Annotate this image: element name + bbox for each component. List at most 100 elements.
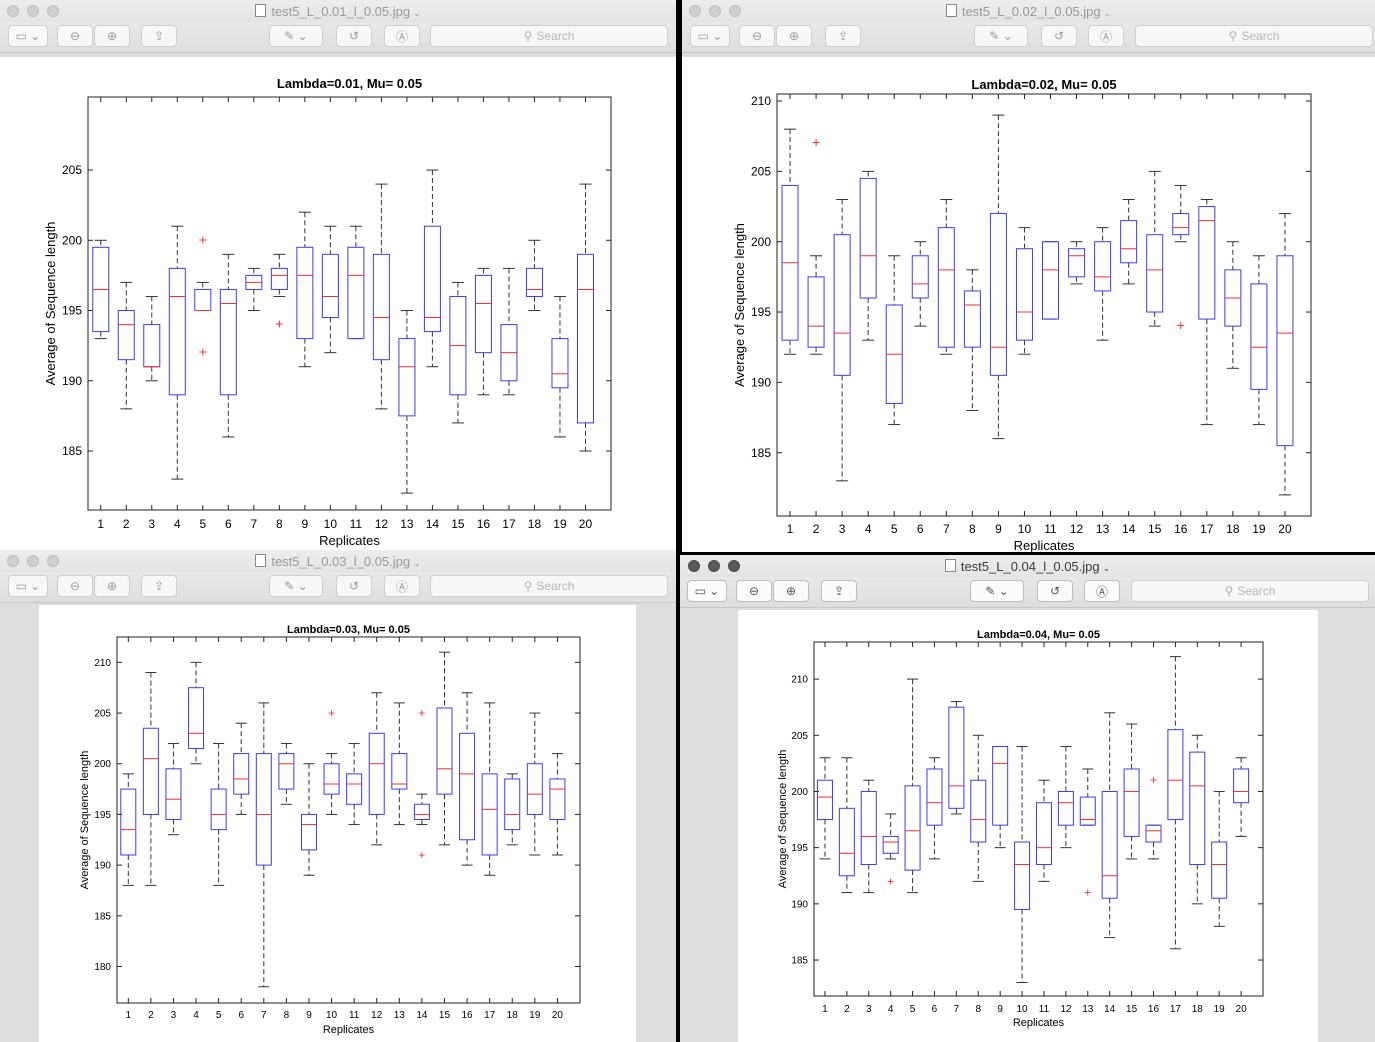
- x-tick-label: 9: [995, 522, 1002, 536]
- sidebar-button[interactable]: ▭ ⌄: [8, 25, 48, 47]
- chart-title: Lambda=0.03, Mu= 0.05: [287, 624, 410, 636]
- y-tick-label: 200: [751, 235, 771, 249]
- search-field[interactable]: ⚲ Search: [1131, 580, 1369, 602]
- box: [948, 706, 965, 809]
- search-field[interactable]: ⚲ Search: [430, 25, 668, 47]
- x-tick-label: 20: [579, 517, 593, 531]
- share-button[interactable]: ⇪: [141, 575, 177, 597]
- y-axis-label: Average of Sequence length: [43, 222, 58, 386]
- zoom-in-button[interactable]: ⊕: [776, 25, 812, 47]
- title-bar[interactable]: test5_L_0.01_l_0.05.jpg ⌄: [0, 0, 676, 22]
- x-tick-label: 18: [1226, 522, 1240, 536]
- search-field[interactable]: ⚲ Search: [1135, 25, 1373, 47]
- annotate-button[interactable]: Ⓐ: [1084, 580, 1120, 602]
- markup-button[interactable]: ✎ ⌄: [269, 25, 323, 47]
- window-title[interactable]: test5_L_0.02_l_0.05.jpg ⌄: [682, 4, 1375, 19]
- sidebar-button[interactable]: ▭ ⌄: [690, 25, 730, 47]
- image-viewport[interactable]: Lambda=0.03, Mu= 0.05 Replicates Average o…: [0, 605, 676, 1042]
- zoom-window-button[interactable]: [729, 5, 741, 17]
- y-axis-label: Average of Sequence length: [79, 751, 91, 890]
- x-tick-label: 16: [462, 1010, 474, 1021]
- search-placeholder: Search: [1237, 584, 1276, 598]
- image-canvas: Lambda=0.01, Mu= 0.05 Replicates Average o…: [0, 57, 676, 550]
- share-icon: ⇪: [837, 29, 849, 43]
- markup-button[interactable]: ✎ ⌄: [974, 25, 1028, 47]
- chevron-down-icon[interactable]: ⌄: [1103, 8, 1112, 18]
- x-tick-label: 11: [350, 517, 363, 531]
- close-window-button[interactable]: [689, 5, 701, 17]
- box: [1172, 213, 1190, 236]
- preview-window-1[interactable]: test5_L_0.01_l_0.05.jpg ⌄ ▭ ⌄ ⊖ ⊕ ⇪ ✎ ⌄ ↺…: [0, 0, 676, 550]
- preview-window-2[interactable]: test5_L_0.02_l_0.05.jpg ⌄ ▭ ⌄ ⊖ ⊕ ⇪ ✎ ⌄ ↺…: [682, 0, 1375, 552]
- zoom-window-button[interactable]: [47, 5, 59, 17]
- zoom-window-button[interactable]: [728, 560, 740, 572]
- box: [481, 773, 498, 856]
- boxplot-chart: Lambda=0.04, Mu= 0.05 Replicates Average o…: [777, 629, 1264, 1029]
- zoom-in-button[interactable]: ⊕: [773, 580, 809, 602]
- zoom-window-button[interactable]: [47, 555, 59, 567]
- zoom-in-button[interactable]: ⊕: [94, 25, 130, 47]
- share-button[interactable]: ⇪: [821, 580, 857, 602]
- image-viewport[interactable]: Lambda=0.02, Mu= 0.05 Replicates Average o…: [682, 57, 1375, 552]
- preview-window-4[interactable]: test5_L_0.04_l_0.05.jpg ⌄ ▭ ⌄ ⊖ ⊕ ⇪ ✎ ⌄ ↺…: [680, 555, 1375, 1042]
- box: [347, 246, 365, 340]
- minimize-window-button[interactable]: [709, 5, 721, 17]
- zoom-out-button[interactable]: ⊖: [57, 575, 93, 597]
- sidebar-button[interactable]: ▭ ⌄: [8, 575, 48, 597]
- x-tick-label: 5: [216, 1010, 222, 1021]
- box: [882, 835, 899, 854]
- markup-button[interactable]: ✎ ⌄: [970, 580, 1024, 602]
- y-tick-label: 205: [751, 165, 771, 179]
- window-title[interactable]: test5_L_0.03_l_0.05.jpg ⌄: [0, 554, 676, 569]
- close-window-button[interactable]: [688, 560, 700, 572]
- chevron-down-icon[interactable]: ⌄: [413, 558, 421, 568]
- close-window-button[interactable]: [7, 5, 19, 17]
- box: [576, 253, 594, 424]
- image-viewport[interactable]: Lambda=0.01, Mu= 0.05 Replicates Average o…: [0, 57, 676, 550]
- x-tick-label: 4: [865, 522, 872, 536]
- box: [436, 707, 453, 795]
- rotate-button[interactable]: ↺: [1037, 580, 1073, 602]
- annotate-button[interactable]: Ⓐ: [384, 25, 420, 47]
- minimize-window-button[interactable]: [27, 5, 39, 17]
- box: [1101, 790, 1118, 899]
- x-tick-label: 4: [174, 517, 181, 531]
- image-viewport[interactable]: Lambda=0.04, Mu= 0.05 Replicates Average o…: [680, 610, 1375, 1042]
- zoom-out-button[interactable]: ⊖: [736, 580, 772, 602]
- sidebar-icon: ▭ ⌄: [697, 29, 723, 43]
- minimize-window-button[interactable]: [27, 555, 39, 567]
- close-window-button[interactable]: [7, 555, 19, 567]
- box: [1123, 768, 1140, 837]
- x-tick-label: 8: [276, 517, 283, 531]
- share-button[interactable]: ⇪: [141, 25, 177, 47]
- chevron-down-icon[interactable]: ⌄: [413, 8, 421, 18]
- annotate-button[interactable]: Ⓐ: [1088, 25, 1124, 47]
- search-field[interactable]: ⚲ Search: [430, 575, 668, 597]
- markup-button[interactable]: ✎ ⌄: [269, 575, 323, 597]
- y-tick-label: 190: [94, 861, 111, 872]
- outlier-marker: +: [418, 848, 425, 862]
- rotate-button[interactable]: ↺: [1041, 25, 1077, 47]
- zoom-out-button[interactable]: ⊖: [57, 25, 93, 47]
- window-title[interactable]: test5_L_0.01_l_0.05.jpg ⌄: [0, 4, 676, 19]
- share-button[interactable]: ⇪: [825, 25, 861, 47]
- zoom-out-button[interactable]: ⊖: [739, 25, 775, 47]
- rotate-button[interactable]: ↺: [336, 25, 372, 47]
- zoom-in-button[interactable]: ⊕: [94, 575, 130, 597]
- rotate-button[interactable]: ↺: [336, 575, 372, 597]
- preview-window-3[interactable]: test5_L_0.03_l_0.05.jpg ⌄ ▭ ⌄ ⊖ ⊕ ⇪ ✎ ⌄ ↺…: [0, 550, 676, 1042]
- outlier-marker: +: [275, 316, 283, 332]
- sidebar-button[interactable]: ▭ ⌄: [687, 580, 727, 602]
- chevron-down-icon[interactable]: ⌄: [1102, 563, 1111, 573]
- annotate-button[interactable]: Ⓐ: [384, 575, 420, 597]
- minimize-window-button[interactable]: [708, 560, 720, 572]
- title-bar[interactable]: test5_L_0.02_l_0.05.jpg ⌄: [682, 0, 1375, 22]
- x-tick-label: 3: [839, 522, 846, 536]
- x-tick-label: 11: [349, 1010, 360, 1021]
- title-bar[interactable]: test5_L_0.04_l_0.05.jpg ⌄: [680, 555, 1375, 577]
- x-tick-label: 2: [813, 522, 820, 536]
- window-title[interactable]: test5_L_0.04_l_0.05.jpg ⌄: [680, 559, 1375, 574]
- box: [1211, 841, 1228, 899]
- x-tick-label: 9: [306, 1010, 312, 1021]
- title-bar[interactable]: test5_L_0.03_l_0.05.jpg ⌄: [0, 550, 676, 572]
